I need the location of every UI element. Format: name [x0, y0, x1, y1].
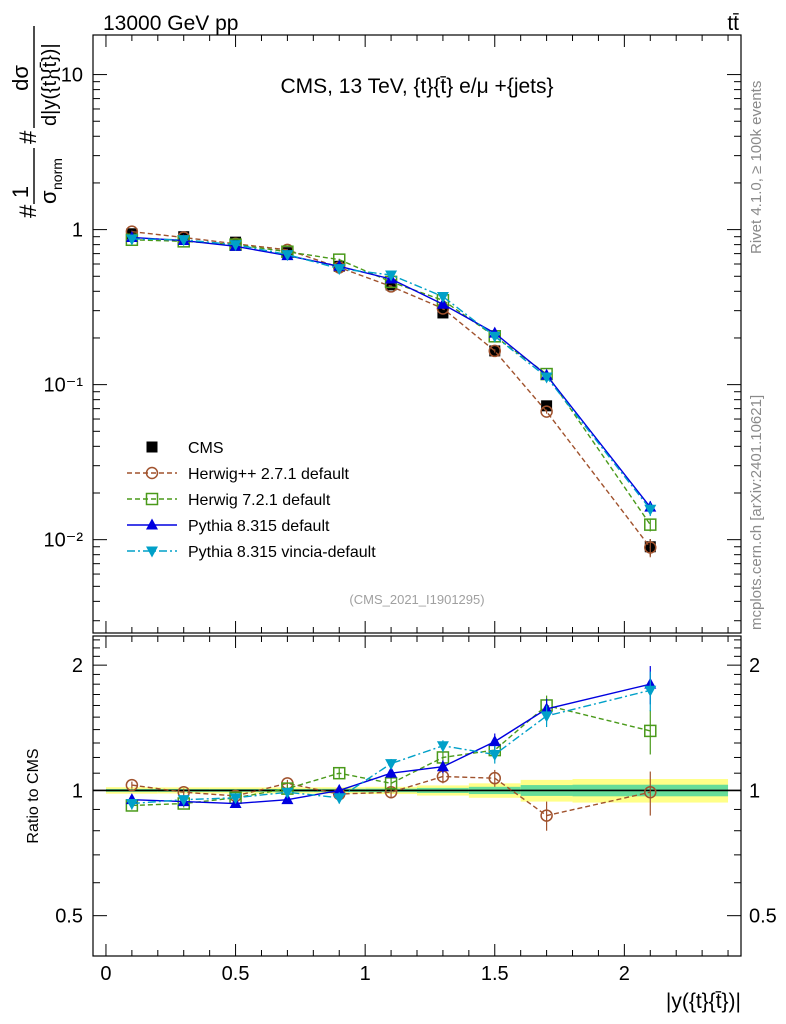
- ylabel-one: 1: [8, 186, 33, 198]
- ratio-marker-vincia: [436, 741, 449, 753]
- marker-cms: [437, 307, 449, 319]
- ratio-marker-vincia: [644, 685, 657, 697]
- main-title: CMS, 13 TeV, {t}{t̄} e/μ +{jets}: [280, 75, 553, 98]
- ratio-series-vincia: [125, 671, 657, 811]
- ylabel-norm: norm: [49, 158, 65, 190]
- y-tick-label: 2: [72, 655, 83, 677]
- ratio-marker-herwig271: [125, 778, 139, 792]
- mcplots-label: mcplots.cern.ch [arXiv:2401.10621]: [748, 395, 765, 630]
- y-tick-label-right: 2: [749, 655, 760, 677]
- ratio-marker-vincia: [488, 749, 501, 761]
- marker-herwig271: [644, 541, 657, 554]
- ratio-marker-herwig271: [540, 809, 553, 822]
- ratio-marker-vincia: [125, 799, 138, 811]
- ratio-marker-vincia: [385, 759, 398, 771]
- y-tick-label: 0.5: [55, 906, 83, 928]
- legend-label-vincia: Pythia 8.315 vincia-default: [188, 544, 376, 561]
- ratio-band: [93, 779, 741, 803]
- legend-marker-pythia: [146, 518, 158, 530]
- marker-vincia: [436, 292, 449, 304]
- ratio-ylabel: Ratio to CMS: [25, 748, 42, 843]
- x-tick-label: 1.5: [481, 963, 509, 985]
- x-tick-label: 0: [100, 963, 111, 985]
- ratio-marker-vincia: [229, 793, 242, 805]
- rivet-version-label: Rivet 4.1.0, ≥ 100k events: [748, 81, 765, 254]
- marker-pythia: [436, 297, 449, 309]
- marker-vincia: [540, 372, 553, 384]
- marker-vincia: [385, 270, 398, 282]
- legend-marker-herwig271: [145, 466, 159, 480]
- main-ylabel: # 1 σ norm # dσ d|y({t}{t̄})|: [8, 26, 65, 218]
- marker-vincia: [281, 250, 294, 262]
- ylabel-numerator: dσ: [8, 65, 33, 91]
- ylabel-hash-2: #: [15, 130, 42, 144]
- ylabel-sigma: σ: [36, 190, 61, 204]
- ratio-marker-pythia: [488, 735, 501, 747]
- ratio-marker-vincia: [177, 795, 190, 807]
- ratio-panel: 0 0.5 1 1.5 2 2 2 1 1 0.5 0.5: [55, 635, 777, 985]
- x-tick-label: 1: [360, 963, 371, 985]
- marker-cms: [385, 279, 397, 291]
- ratio-line-herwig721: [131, 704, 651, 807]
- legend-marker-herwig721: [145, 492, 159, 506]
- ylabel-denominator: d|y({t}{t̄})|: [39, 43, 61, 126]
- x-tick-label: 2: [619, 963, 630, 985]
- marker-vincia: [333, 264, 346, 276]
- marker-herwig271: [540, 405, 553, 418]
- ratio-marker-herwig271: [644, 785, 657, 799]
- analysis-watermark: (CMS_2021_I1901295): [349, 592, 484, 607]
- marker-vincia: [644, 504, 657, 516]
- y-tick-label: 1: [72, 220, 83, 242]
- ratio-marker-herwig721: [332, 766, 346, 780]
- series-vincia: [125, 234, 657, 517]
- y-tick-label: 10⁻¹: [44, 375, 84, 397]
- marker-vincia: [177, 235, 190, 247]
- ratio-marker-pythia: [385, 766, 398, 778]
- marker-herwig271: [488, 344, 502, 358]
- legend-label-cms: CMS: [188, 440, 224, 457]
- ratio-line-pythia: [131, 683, 651, 805]
- main-ticks: 10 1 10⁻¹ 10⁻²: [44, 35, 741, 633]
- y-tick-label: 10⁻²: [44, 530, 84, 552]
- ratio-line-herwig271: [131, 775, 651, 817]
- legend-label-herwig721: Herwig 7.2.1 default: [188, 492, 331, 509]
- x-tick-label: 0.5: [222, 963, 250, 985]
- ratio-marker-pythia: [436, 760, 449, 772]
- legend-label-herwig271: Herwig++ 2.7.1 default: [188, 466, 350, 483]
- series-line-vincia: [131, 238, 651, 510]
- y-tick-label: 1: [72, 780, 83, 802]
- ratio-ticks: 0 0.5 1 1.5 2 2 2 1 1 0.5 0.5: [55, 636, 777, 985]
- main-series: [125, 225, 657, 558]
- y-tick-label-right: 0.5: [749, 906, 777, 928]
- header-left: 13000 GeV pp: [103, 12, 238, 35]
- series-line-herwig721: [131, 239, 651, 526]
- y-tick-label-right: 1: [749, 780, 760, 802]
- marker-vincia: [229, 240, 242, 252]
- ratio-marker-pythia: [333, 783, 346, 795]
- legend-label-pythia: Pythia 8.315 default: [188, 518, 330, 535]
- ratio-marker-herwig721: [644, 724, 657, 738]
- header-right: tt̄: [727, 12, 739, 35]
- ratio-marker-vincia: [333, 793, 346, 805]
- ylabel-hash-1: #: [15, 204, 42, 218]
- marker-vincia: [488, 331, 501, 343]
- ratio-marker-vincia: [281, 787, 294, 799]
- marker-herwig721: [644, 518, 657, 531]
- ratio-marker-herwig271: [488, 771, 502, 785]
- ratio-xlabel: |y({t}{t̄})|: [666, 990, 741, 1013]
- legend-marker-vincia: [146, 546, 158, 558]
- ratio-series: [125, 666, 657, 831]
- legend: CMS Herwig++ 2.7.1 default Herwig 7.2.1 de…: [127, 440, 376, 561]
- legend-marker-cms: [146, 441, 158, 453]
- y-tick-label: 10: [61, 65, 83, 87]
- main-panel: CMS, 13 TeV, {t}{t̄} e/μ +{jets} (CMS_20…: [44, 34, 742, 634]
- marker-vincia: [125, 234, 138, 246]
- series-line-pythia: [131, 236, 651, 508]
- ratio-marker-vincia: [540, 711, 553, 723]
